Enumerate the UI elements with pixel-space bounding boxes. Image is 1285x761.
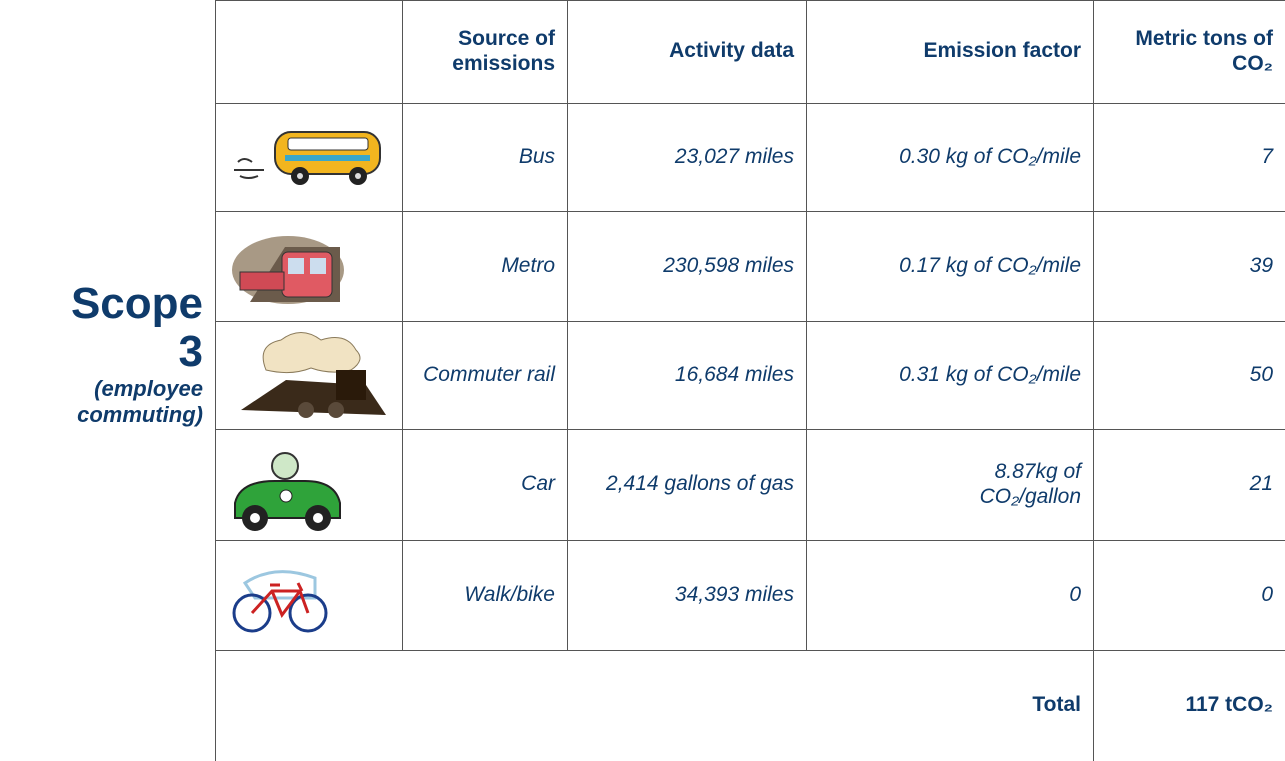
row-border	[215, 211, 1285, 212]
row-cell: 7	[1093, 103, 1285, 211]
col-border	[402, 0, 403, 650]
scope-number: 3	[0, 328, 203, 376]
header-cell-text: Activity data	[669, 39, 794, 63]
page: Scope 3 (employee commuting) Source of e…	[0, 0, 1285, 761]
metro-icon	[230, 232, 360, 307]
row-cell-text: 8.87kg of CO₂/gallon	[891, 460, 1081, 508]
header-cell-text: Metric tons of CO₂	[1105, 27, 1273, 75]
row-cell: 16,684 miles	[567, 321, 806, 429]
total-value-text: 117 tCO₂	[1185, 693, 1273, 717]
header-cell-text: Emission factor	[923, 39, 1081, 63]
row-border	[215, 540, 1285, 541]
row-cell-text: Metro	[501, 254, 555, 278]
car-icon	[230, 448, 345, 533]
total-label-text: Total	[1032, 693, 1081, 717]
row-cell-text: 0.17 kg of CO₂/mile	[899, 254, 1081, 278]
row-cell: 21	[1093, 429, 1285, 540]
row-cell-text: 16,684 miles	[675, 363, 794, 387]
scope-label-block: Scope 3 (employee commuting)	[0, 280, 203, 428]
col-border	[567, 0, 568, 650]
header-cell-text: Source of emissions	[414, 27, 555, 75]
row-cell-text: 39	[1250, 254, 1273, 278]
bike-icon	[230, 563, 330, 638]
row-cell: 8.87kg of CO₂/gallon	[806, 429, 1093, 540]
row-cell-text: 34,393 miles	[675, 583, 794, 607]
row-cell: Walk/bike	[402, 540, 567, 650]
row-border	[215, 429, 1285, 430]
row-cell: 0.31 kg of CO₂/mile	[806, 321, 1093, 429]
header-cell: Source of emissions	[402, 0, 567, 103]
total-value: 117 tCO₂	[1093, 650, 1285, 761]
row-cell-text: 0.31 kg of CO₂/mile	[899, 363, 1081, 387]
bus-icon	[230, 122, 390, 192]
row-cell: 0	[1093, 540, 1285, 650]
row-cell-text: 2,414 gallons of gas	[606, 472, 794, 496]
header-cell: Activity data	[567, 0, 806, 103]
header-cell: Emission factor	[806, 0, 1093, 103]
train-icon	[226, 330, 396, 425]
row-border	[215, 0, 1285, 1]
col-border	[1093, 0, 1094, 761]
row-cell-text: Walk/bike	[464, 583, 555, 607]
col-border	[215, 0, 216, 761]
scope-label: Scope	[0, 280, 203, 328]
row-cell: 39	[1093, 211, 1285, 321]
row-cell-text: 230,598 miles	[663, 254, 794, 278]
row-cell: Bus	[402, 103, 567, 211]
row-cell: Car	[402, 429, 567, 540]
row-cell-text: 0.30 kg of CO₂/mile	[899, 145, 1081, 169]
row-cell: Commuter rail	[402, 321, 567, 429]
row-border	[215, 321, 1285, 322]
scope-note: (employee commuting)	[0, 376, 203, 428]
row-border	[215, 103, 1285, 104]
row-cell-text: 7	[1261, 145, 1273, 169]
row-cell-text: 0	[1261, 583, 1273, 607]
row-cell: 230,598 miles	[567, 211, 806, 321]
total-label: Total	[215, 650, 1093, 761]
row-cell-text: Bus	[519, 145, 555, 169]
row-cell: 34,393 miles	[567, 540, 806, 650]
header-cell: Metric tons of CO₂	[1093, 0, 1285, 103]
row-cell: 23,027 miles	[567, 103, 806, 211]
row-cell: 0	[806, 540, 1093, 650]
row-cell: 50	[1093, 321, 1285, 429]
row-cell: 0.17 kg of CO₂/mile	[806, 211, 1093, 321]
row-cell-text: 21	[1250, 472, 1273, 496]
col-border	[806, 0, 807, 650]
row-border	[215, 650, 1285, 651]
row-cell-text: 0	[1069, 583, 1081, 607]
row-cell: 0.30 kg of CO₂/mile	[806, 103, 1093, 211]
row-cell-text: Car	[521, 472, 555, 496]
row-cell: 2,414 gallons of gas	[567, 429, 806, 540]
row-cell: Metro	[402, 211, 567, 321]
row-cell-text: Commuter rail	[423, 363, 555, 387]
row-cell-text: 50	[1250, 363, 1273, 387]
row-cell-text: 23,027 miles	[675, 145, 794, 169]
